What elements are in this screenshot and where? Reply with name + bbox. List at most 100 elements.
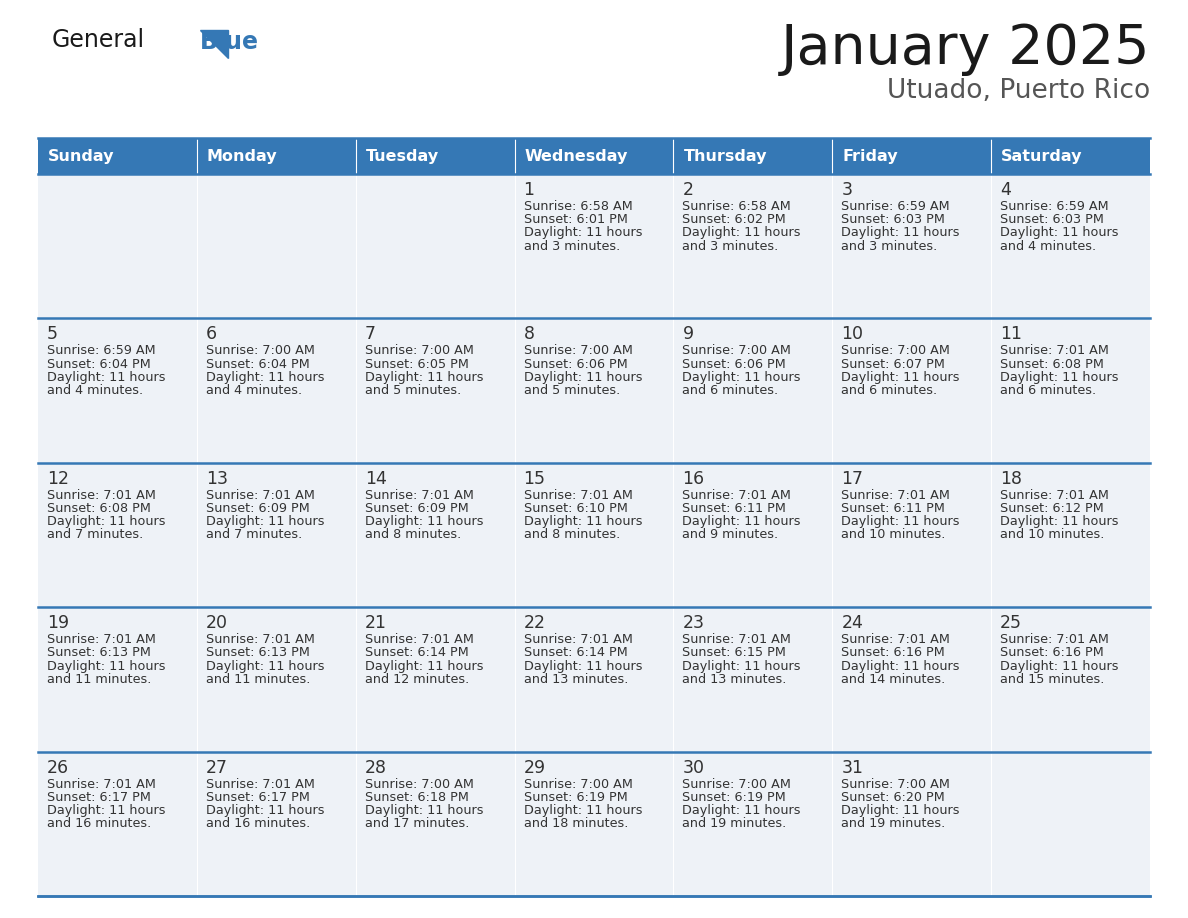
Text: Daylight: 11 hours: Daylight: 11 hours	[682, 371, 801, 384]
Text: Sunset: 6:10 PM: Sunset: 6:10 PM	[524, 502, 627, 515]
Text: Sunrise: 7:00 AM: Sunrise: 7:00 AM	[682, 344, 791, 357]
Text: Daylight: 11 hours: Daylight: 11 hours	[365, 660, 484, 673]
Text: Daylight: 11 hours: Daylight: 11 hours	[206, 804, 324, 817]
Bar	[355, 174, 514, 319]
Text: Daylight: 11 hours: Daylight: 11 hours	[841, 804, 960, 817]
Text: Sunrise: 7:01 AM: Sunrise: 7:01 AM	[524, 488, 632, 502]
Text: Sunrise: 7:00 AM: Sunrise: 7:00 AM	[365, 778, 474, 790]
Text: Sunset: 6:07 PM: Sunset: 6:07 PM	[841, 358, 946, 371]
Text: Daylight: 11 hours: Daylight: 11 hours	[524, 660, 642, 673]
Text: Sunrise: 7:01 AM: Sunrise: 7:01 AM	[48, 633, 156, 646]
Bar	[197, 319, 355, 463]
Text: 20: 20	[206, 614, 228, 633]
Text: Sunset: 6:11 PM: Sunset: 6:11 PM	[682, 502, 786, 515]
Text: Sunset: 6:01 PM: Sunset: 6:01 PM	[524, 213, 627, 226]
Bar	[674, 138, 833, 174]
Text: Sunset: 6:16 PM: Sunset: 6:16 PM	[841, 646, 944, 659]
Text: and 13 minutes.: and 13 minutes.	[524, 673, 628, 686]
Text: Sunrise: 6:58 AM: Sunrise: 6:58 AM	[682, 200, 791, 213]
Text: Sunrise: 7:01 AM: Sunrise: 7:01 AM	[48, 488, 156, 502]
Text: and 3 minutes.: and 3 minutes.	[524, 240, 620, 252]
Text: Utuado, Puerto Rico: Utuado, Puerto Rico	[886, 78, 1150, 104]
Text: Sunset: 6:04 PM: Sunset: 6:04 PM	[206, 358, 310, 371]
Text: Daylight: 11 hours: Daylight: 11 hours	[524, 804, 642, 817]
Text: Sunrise: 7:01 AM: Sunrise: 7:01 AM	[524, 633, 632, 646]
Text: Sunrise: 7:01 AM: Sunrise: 7:01 AM	[1000, 344, 1110, 357]
Text: Sunset: 6:14 PM: Sunset: 6:14 PM	[365, 646, 468, 659]
Bar	[197, 607, 355, 752]
Text: and 4 minutes.: and 4 minutes.	[1000, 240, 1097, 252]
Text: 26: 26	[48, 758, 69, 777]
Text: and 12 minutes.: and 12 minutes.	[365, 673, 469, 686]
Text: and 8 minutes.: and 8 minutes.	[524, 529, 620, 542]
Text: 1: 1	[524, 181, 535, 199]
Text: Blue: Blue	[200, 30, 259, 54]
Text: Daylight: 11 hours: Daylight: 11 hours	[841, 227, 960, 240]
Bar	[355, 752, 514, 896]
Text: Daylight: 11 hours: Daylight: 11 hours	[48, 660, 165, 673]
Bar	[674, 319, 833, 463]
Text: Sunrise: 7:01 AM: Sunrise: 7:01 AM	[206, 488, 315, 502]
Text: Sunrise: 7:00 AM: Sunrise: 7:00 AM	[841, 344, 950, 357]
Text: and 16 minutes.: and 16 minutes.	[206, 817, 310, 830]
Text: 25: 25	[1000, 614, 1022, 633]
Text: and 18 minutes.: and 18 minutes.	[524, 817, 628, 830]
Text: 18: 18	[1000, 470, 1022, 487]
Text: Daylight: 11 hours: Daylight: 11 hours	[1000, 660, 1119, 673]
Text: Sunrise: 6:58 AM: Sunrise: 6:58 AM	[524, 200, 632, 213]
Text: Tuesday: Tuesday	[366, 149, 438, 163]
Text: 24: 24	[841, 614, 864, 633]
Bar	[197, 752, 355, 896]
Text: Sunrise: 7:01 AM: Sunrise: 7:01 AM	[841, 633, 950, 646]
Text: Daylight: 11 hours: Daylight: 11 hours	[841, 515, 960, 528]
Text: Sunrise: 7:01 AM: Sunrise: 7:01 AM	[1000, 633, 1110, 646]
Text: Daylight: 11 hours: Daylight: 11 hours	[524, 371, 642, 384]
Text: Sunrise: 7:01 AM: Sunrise: 7:01 AM	[365, 488, 474, 502]
Text: Daylight: 11 hours: Daylight: 11 hours	[365, 515, 484, 528]
Text: Daylight: 11 hours: Daylight: 11 hours	[48, 515, 165, 528]
Text: 13: 13	[206, 470, 228, 487]
Bar	[38, 319, 197, 463]
Text: Daylight: 11 hours: Daylight: 11 hours	[1000, 515, 1119, 528]
Text: and 14 minutes.: and 14 minutes.	[841, 673, 946, 686]
Text: Sunday: Sunday	[48, 149, 114, 163]
Text: 30: 30	[682, 758, 704, 777]
Text: Daylight: 11 hours: Daylight: 11 hours	[206, 371, 324, 384]
Text: 5: 5	[48, 325, 58, 343]
Text: 12: 12	[48, 470, 69, 487]
Text: Sunrise: 6:59 AM: Sunrise: 6:59 AM	[48, 344, 156, 357]
Text: 29: 29	[524, 758, 545, 777]
Bar	[833, 138, 991, 174]
Text: 23: 23	[682, 614, 704, 633]
Bar	[991, 607, 1150, 752]
Text: Sunset: 6:02 PM: Sunset: 6:02 PM	[682, 213, 786, 226]
Text: and 6 minutes.: and 6 minutes.	[1000, 384, 1097, 397]
Text: Daylight: 11 hours: Daylight: 11 hours	[841, 371, 960, 384]
Text: and 13 minutes.: and 13 minutes.	[682, 673, 786, 686]
Bar	[674, 752, 833, 896]
Text: Sunset: 6:20 PM: Sunset: 6:20 PM	[841, 790, 944, 804]
Bar	[833, 463, 991, 607]
Text: Daylight: 11 hours: Daylight: 11 hours	[1000, 227, 1119, 240]
Text: Sunset: 6:05 PM: Sunset: 6:05 PM	[365, 358, 468, 371]
Text: Daylight: 11 hours: Daylight: 11 hours	[841, 660, 960, 673]
Text: Daylight: 11 hours: Daylight: 11 hours	[524, 515, 642, 528]
Bar	[38, 138, 197, 174]
Bar	[38, 607, 197, 752]
Bar	[674, 174, 833, 319]
Text: 17: 17	[841, 470, 864, 487]
Text: Sunrise: 7:01 AM: Sunrise: 7:01 AM	[206, 778, 315, 790]
Bar	[833, 607, 991, 752]
Text: 16: 16	[682, 470, 704, 487]
Text: and 6 minutes.: and 6 minutes.	[682, 384, 778, 397]
Text: Sunset: 6:08 PM: Sunset: 6:08 PM	[48, 502, 151, 515]
Bar	[197, 463, 355, 607]
Text: Sunset: 6:09 PM: Sunset: 6:09 PM	[365, 502, 468, 515]
Text: Sunset: 6:12 PM: Sunset: 6:12 PM	[1000, 502, 1104, 515]
Text: Daylight: 11 hours: Daylight: 11 hours	[48, 804, 165, 817]
Bar	[514, 752, 674, 896]
Text: Sunrise: 7:00 AM: Sunrise: 7:00 AM	[841, 778, 950, 790]
Text: Sunset: 6:09 PM: Sunset: 6:09 PM	[206, 502, 310, 515]
Text: 22: 22	[524, 614, 545, 633]
Text: Sunset: 6:03 PM: Sunset: 6:03 PM	[1000, 213, 1104, 226]
